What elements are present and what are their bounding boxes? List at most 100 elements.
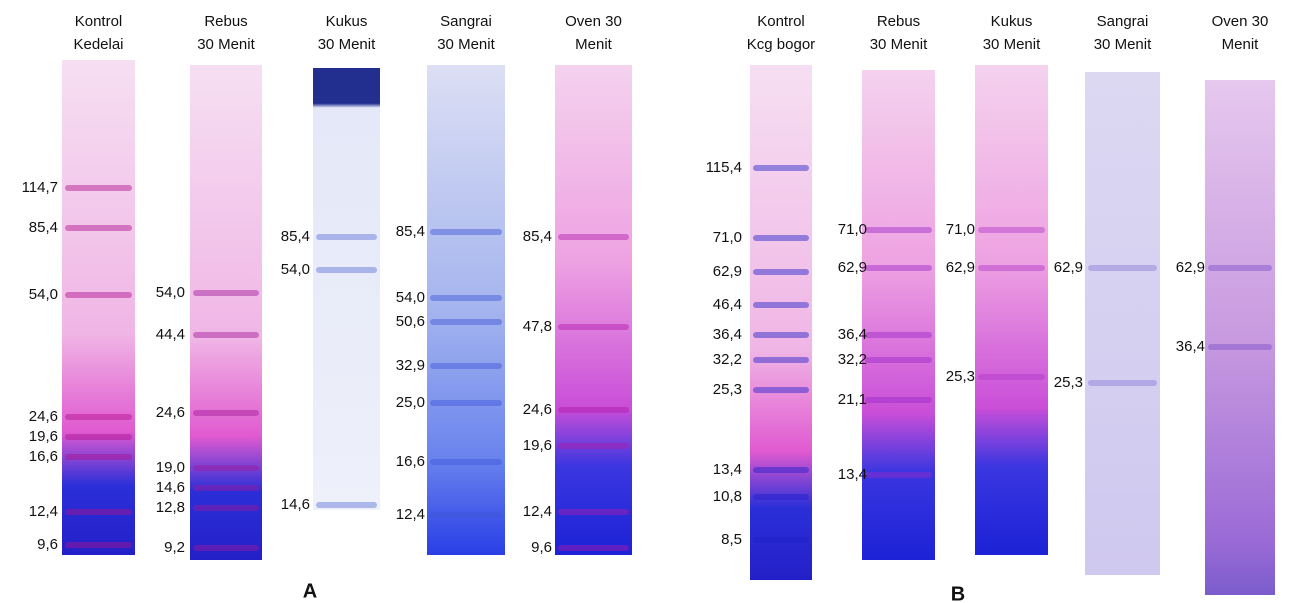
marker-label: 8,5 (721, 531, 742, 548)
marker-label: 16,6 (396, 453, 425, 470)
marker-label: 12,4 (523, 503, 552, 520)
protein-band (193, 505, 259, 511)
protein-band (753, 332, 809, 338)
marker-label: 85,4 (523, 228, 552, 245)
lane-header: 30 Menit (197, 36, 255, 53)
marker-label: 62,9 (838, 259, 867, 276)
marker-label: 71,0 (838, 221, 867, 238)
protein-band (978, 265, 1045, 271)
protein-band (753, 537, 809, 543)
panel-letter: A (303, 580, 317, 602)
lane-header: Rebus (204, 13, 247, 30)
gel-lane (862, 70, 935, 560)
lane-header: Oven 30 (1212, 13, 1269, 30)
protein-band (558, 407, 629, 413)
protein-band (753, 235, 809, 241)
protein-band (558, 324, 629, 330)
protein-band (558, 234, 629, 240)
protein-band (865, 357, 932, 363)
protein-band (316, 234, 377, 240)
protein-band (753, 302, 809, 308)
protein-band (430, 512, 502, 518)
protein-band (430, 363, 502, 369)
gel-lane (1085, 72, 1160, 575)
protein-band (753, 494, 809, 500)
protein-band (978, 374, 1045, 380)
panel-letter: B (951, 583, 965, 603)
marker-label: 24,6 (156, 404, 185, 421)
marker-label: 13,4 (713, 461, 742, 478)
protein-band (65, 509, 132, 515)
marker-label: 62,9 (946, 259, 975, 276)
gel-lane (313, 68, 380, 510)
protein-band (753, 269, 809, 275)
lane-header: 30 Menit (870, 36, 928, 53)
marker-label: 85,4 (396, 223, 425, 240)
protein-band (65, 185, 132, 191)
protein-band (753, 467, 809, 473)
protein-band (193, 545, 259, 551)
marker-label: 12,4 (29, 503, 58, 520)
protein-band (430, 400, 502, 406)
marker-label: 9,6 (37, 536, 58, 553)
marker-label: 25,3 (713, 381, 742, 398)
gel-lane (62, 60, 135, 555)
marker-label: 32,2 (713, 351, 742, 368)
protein-band (193, 465, 259, 471)
marker-label: 25,0 (396, 394, 425, 411)
protein-band (558, 443, 629, 449)
marker-label: 54,0 (281, 261, 310, 278)
marker-label: 10,8 (713, 488, 742, 505)
lane-header: Kontrol (757, 13, 805, 30)
gel-lane (975, 65, 1048, 555)
protein-band (1208, 344, 1272, 350)
lane-header: Kukus (326, 13, 368, 30)
protein-band (65, 292, 132, 298)
protein-band (316, 502, 377, 508)
marker-label: 14,6 (281, 496, 310, 513)
marker-label: 62,9 (713, 263, 742, 280)
marker-label: 12,8 (156, 499, 185, 516)
lane-header: Kedelai (73, 36, 123, 53)
protein-band (193, 290, 259, 296)
marker-label: 44,4 (156, 326, 185, 343)
marker-label: 71,0 (713, 229, 742, 246)
protein-band (865, 332, 932, 338)
marker-label: 115,4 (706, 159, 742, 176)
marker-label: 24,6 (523, 401, 552, 418)
marker-label: 25,3 (946, 368, 975, 385)
gel-lane (750, 65, 812, 580)
lane-header: Kcg bogor (747, 36, 815, 53)
protein-band (1208, 265, 1272, 271)
protein-band (865, 265, 932, 271)
marker-label: 62,9 (1054, 259, 1083, 276)
protein-band (978, 227, 1045, 233)
marker-label: 71,0 (946, 221, 975, 238)
marker-label: 85,4 (281, 228, 310, 245)
protein-band (558, 509, 629, 515)
protein-band (1088, 380, 1157, 386)
protein-band (65, 434, 132, 440)
gel-lane (1205, 80, 1275, 595)
marker-label: 32,9 (396, 357, 425, 374)
marker-label: 62,9 (1176, 259, 1205, 276)
protein-band (865, 227, 932, 233)
marker-label: 46,4 (713, 296, 742, 313)
marker-label: 21,1 (838, 391, 867, 408)
protein-band (430, 459, 502, 465)
protein-band (753, 165, 809, 171)
marker-label: 36,4 (1176, 338, 1205, 355)
marker-label: 36,4 (713, 326, 742, 343)
protein-band (865, 472, 932, 478)
lane-header: 30 Menit (318, 36, 376, 53)
marker-label: 19,0 (156, 459, 185, 476)
protein-band (193, 410, 259, 416)
marker-label: 13,4 (838, 466, 867, 483)
gel-lane (427, 65, 505, 555)
marker-label: 19,6 (29, 428, 58, 445)
lane-header: Sangrai (1097, 13, 1149, 30)
marker-label: 24,6 (29, 408, 58, 425)
marker-label: 25,3 (1054, 374, 1083, 391)
lane-header: 30 Menit (983, 36, 1041, 53)
